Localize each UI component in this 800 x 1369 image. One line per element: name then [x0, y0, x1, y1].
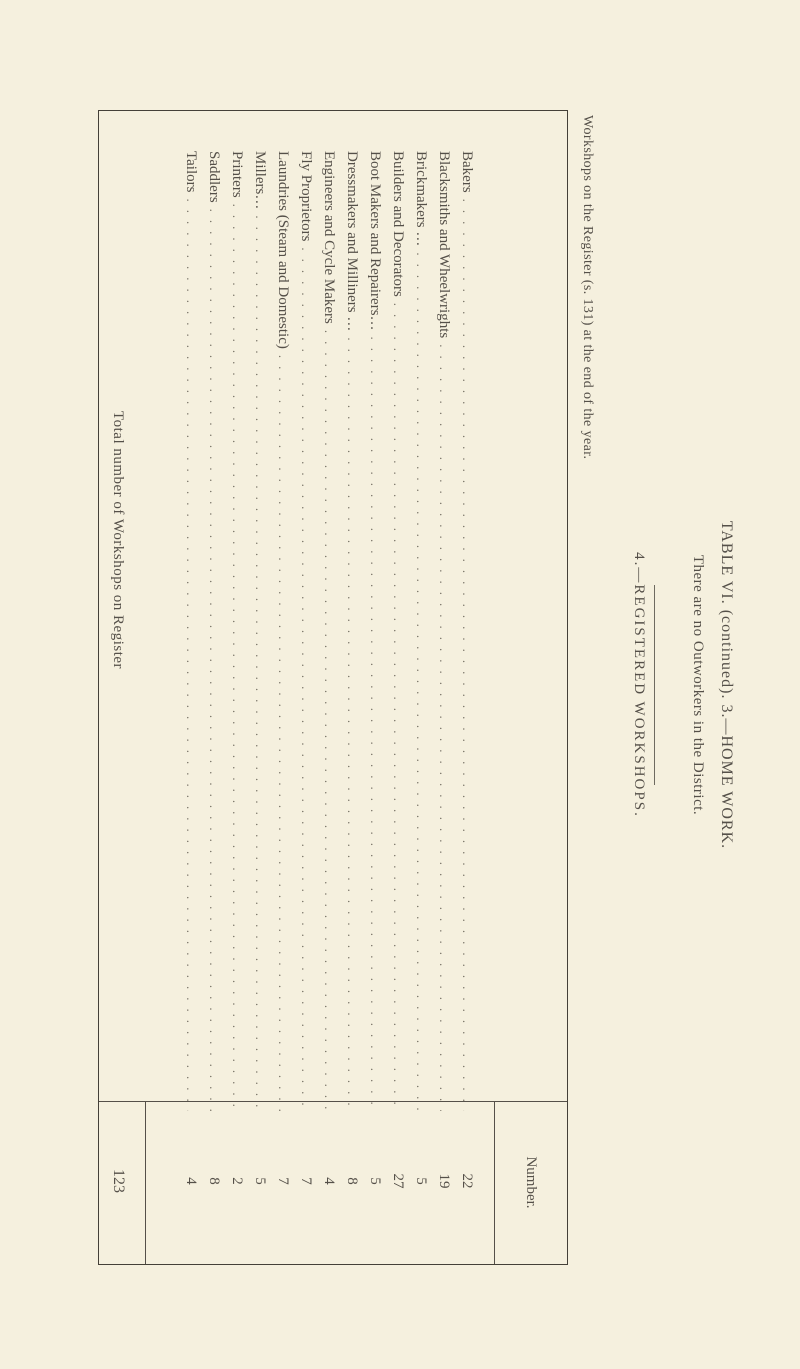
row-value: 2: [225, 1111, 248, 1251]
table-row: Boot Makers and Repairers…..............…: [364, 151, 387, 1251]
row-value: 22: [455, 1111, 478, 1251]
row-leaders: ........................................…: [410, 246, 433, 1111]
row-value: 8: [340, 1111, 363, 1251]
table-frame: Number. Bakers..........................…: [98, 110, 568, 1265]
table-row: Saddlers................................…: [203, 151, 226, 1251]
section-rule: [654, 585, 655, 785]
row-label: Builders and Decorators: [386, 151, 409, 297]
row-label: Bakers: [455, 151, 478, 193]
sheet: TABLE VI. (continued). 3.—HOME WORK. The…: [0, 0, 800, 1369]
row-label: Blacksmiths and Wheelwrights: [432, 151, 455, 338]
row-leaders: ........................................…: [433, 338, 456, 1111]
row-label: Boot Makers and Repairers…: [363, 151, 386, 331]
row-leaders: ........................................…: [318, 324, 341, 1111]
row-label: Dressmakers and Milliners …: [340, 151, 363, 331]
table-row: Engineers and Cycle Makers..............…: [318, 151, 341, 1251]
row-leaders: ........................................…: [295, 241, 318, 1111]
table-row: Printers................................…: [226, 151, 249, 1251]
row-leaders: ........................................…: [249, 209, 272, 1111]
row-label: Brickmakers …: [409, 151, 432, 246]
row-label: Fly Proprietors: [294, 151, 317, 241]
title-line-2: There are no Outworkers in the District.: [684, 70, 711, 1300]
table-row: Laundries (Steam and Domestic)..........…: [272, 151, 295, 1251]
row-leaders: ........................................…: [226, 198, 249, 1111]
section-header: 4.—REGISTERED WORKSHOPS.: [630, 340, 655, 1030]
row-leaders: ........................................…: [341, 331, 364, 1111]
row-value: 7: [271, 1111, 294, 1251]
row-value: 27: [386, 1111, 409, 1251]
title-line-1: TABLE VI. (continued). 3.—HOME WORK.: [711, 70, 740, 1300]
row-leaders: ........................................…: [203, 203, 226, 1111]
row-label: Saddlers: [202, 151, 225, 203]
row-leaders: ........................................…: [180, 192, 203, 1111]
row-value: 8: [202, 1111, 225, 1251]
row-label: Tailors: [179, 151, 202, 192]
table-row: Blacksmiths and Wheelwrights............…: [433, 151, 456, 1251]
table-row: Fly Proprietors.........................…: [295, 151, 318, 1251]
row-value: 5: [409, 1111, 432, 1251]
total-label: Total number of Workshops on Register: [109, 151, 126, 669]
section-label: 4.—REGISTERED WORKSHOPS.: [631, 552, 647, 818]
table-rows: Bakers..................................…: [180, 151, 479, 1251]
row-label: Laundries (Steam and Domestic): [271, 151, 294, 349]
row-value: 5: [248, 1111, 271, 1251]
table-row: Tailors.................................…: [180, 151, 203, 1251]
footer-separator: [145, 1101, 146, 1264]
table-row: Bakers..................................…: [456, 151, 479, 1251]
table-row: Brickmakers …...........................…: [410, 151, 433, 1251]
row-leaders: ........................................…: [364, 331, 387, 1111]
table-row: Millers…................................…: [249, 151, 272, 1251]
row-value: 7: [294, 1111, 317, 1251]
row-label: Engineers and Cycle Makers: [317, 151, 340, 324]
row-value: 19: [432, 1111, 455, 1251]
row-label: Printers: [225, 151, 248, 198]
row-leaders: ........................................…: [272, 349, 295, 1111]
row-leaders: ........................................…: [456, 193, 479, 1111]
title-block: TABLE VI. (continued). 3.—HOME WORK. The…: [684, 70, 740, 1300]
row-value: 4: [179, 1111, 202, 1251]
page-rotated-wrapper: TABLE VI. (continued). 3.—HOME WORK. The…: [0, 0, 800, 800]
row-value: 5: [363, 1111, 386, 1251]
table-row: Builders and Decorators.................…: [387, 151, 410, 1251]
table-row: Dressmakers and Milliners ….............…: [341, 151, 364, 1251]
row-label: Millers…: [248, 151, 271, 209]
total-value: 123: [109, 1111, 127, 1251]
row-value: 4: [317, 1111, 340, 1251]
workshops-register-header: Workshops on the Register (s. 131) at th…: [579, 115, 595, 459]
column-header-number: Number.: [495, 1101, 567, 1264]
row-leaders: ........................................…: [387, 297, 410, 1111]
total-row: Total number of Workshops on Register 12…: [109, 151, 127, 1251]
